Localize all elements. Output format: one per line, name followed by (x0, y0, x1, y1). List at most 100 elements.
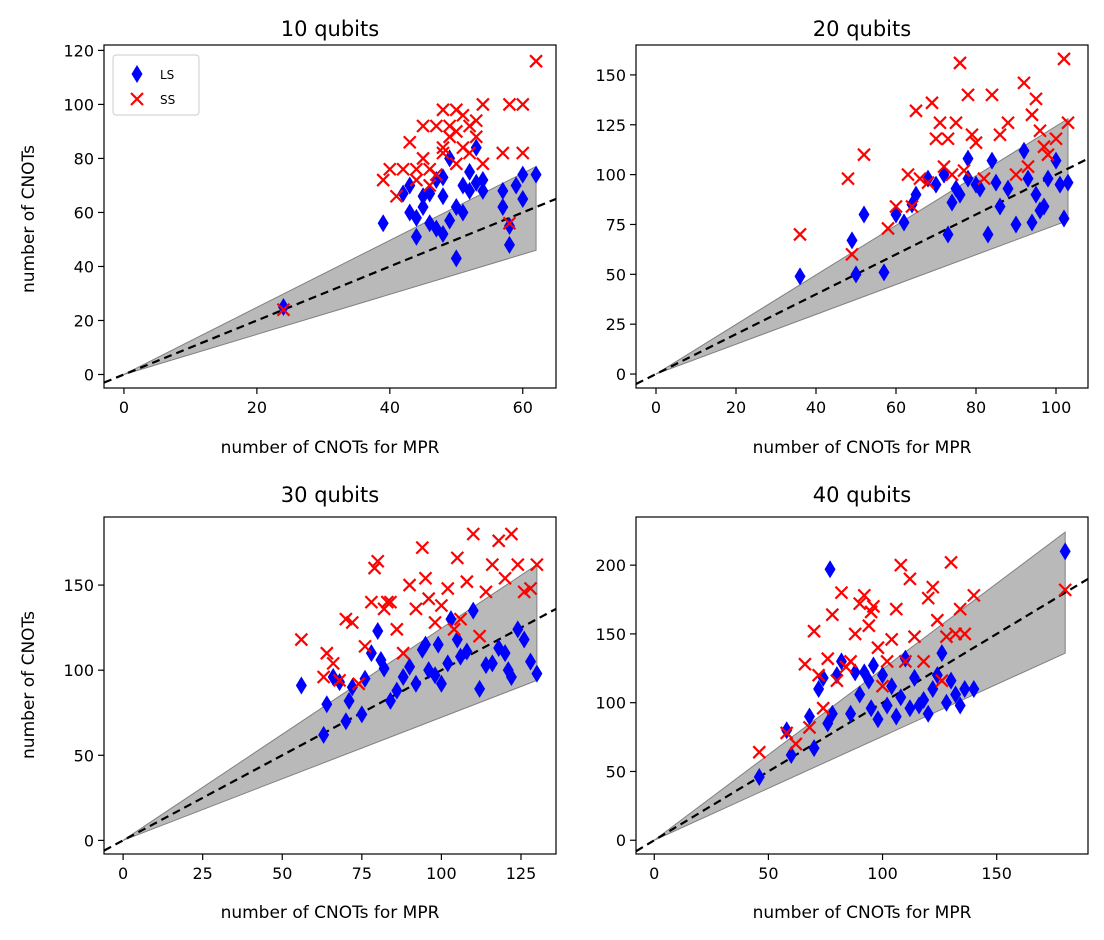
point-ss (1049, 131, 1063, 146)
point-ss-stroke (1009, 167, 1023, 182)
point-ls (499, 644, 511, 663)
point-ls (384, 691, 396, 710)
plot-area (636, 531, 1088, 853)
point-ss (857, 147, 871, 162)
point-ss (276, 302, 291, 317)
x-tick-label: 125 (506, 864, 537, 883)
point-ss-stroke (793, 227, 807, 242)
point-ls (950, 685, 962, 704)
point-ss (380, 595, 395, 609)
point-ss (396, 646, 410, 660)
point-ss-stroke (442, 119, 457, 133)
point-ss-stroke (889, 602, 904, 616)
point-ls (404, 657, 416, 676)
point-ss (848, 627, 862, 641)
legend-ss-cross-stroke (130, 92, 144, 106)
reference-line-y-equals-x (636, 157, 1088, 385)
point-ls (877, 666, 889, 685)
point-ss-stroke (530, 557, 544, 572)
point-ls (432, 635, 444, 654)
point-ss (953, 602, 967, 616)
point-ss (1057, 52, 1071, 66)
point-ss-stroke (376, 173, 390, 187)
reference-line-y-equals-x (636, 577, 1088, 853)
point-ss (929, 131, 943, 146)
point-ss (816, 701, 830, 715)
point-ss (453, 612, 468, 626)
point-ss-stroke (967, 588, 981, 603)
point-ss-stroke (1058, 583, 1072, 597)
point-ss-stroke (881, 221, 895, 236)
point-ls (826, 704, 838, 723)
x-tick-label: 60 (513, 398, 533, 417)
point-ss-stroke (845, 247, 859, 262)
point-ss-stroke (889, 199, 903, 214)
point-ss-stroke (523, 581, 538, 596)
point-ss-stroke (396, 646, 410, 660)
point-ls (437, 187, 449, 206)
point-ss (498, 571, 512, 586)
point-ss (447, 622, 461, 637)
point-ls (477, 181, 489, 200)
point-ss (985, 88, 999, 102)
point-ss-stroke (529, 54, 543, 68)
point-ss-stroke (466, 527, 481, 541)
point-ls (1050, 151, 1062, 170)
point-ss (389, 189, 404, 204)
point-ls (846, 231, 858, 250)
x-tick-label: 0 (119, 398, 129, 417)
point-ss (811, 668, 826, 682)
point-ss (944, 555, 958, 570)
legend-ls-diamond (131, 65, 143, 83)
point-ls (470, 138, 482, 157)
y-tick-label: 120 (63, 41, 94, 60)
point-ss (469, 130, 484, 144)
point-ss (881, 221, 895, 236)
point-ss-stroke (834, 585, 849, 600)
point-ls (858, 205, 870, 224)
point-ls (419, 635, 431, 654)
point-ss-stroke (370, 554, 385, 569)
point-ls (517, 189, 529, 208)
point-ss (416, 151, 430, 166)
point-ss (339, 612, 353, 626)
point-ss-stroke (1037, 139, 1051, 154)
point-ss-stroke (390, 622, 404, 637)
point-ss-stroke (383, 595, 398, 609)
point-ss (965, 127, 979, 142)
y-axis-label: number of CNOTs (19, 145, 39, 293)
y-tick-label: 0 (84, 365, 94, 384)
point-ls (1018, 141, 1030, 160)
point-ss (789, 737, 803, 751)
point-ss-stroke (779, 726, 794, 740)
point-ss-stroke (380, 595, 395, 609)
y-tick-label: 40 (74, 257, 94, 276)
point-ls (945, 671, 957, 690)
point-ss-stroke (884, 632, 899, 647)
point-ss (383, 162, 397, 177)
point-ss (418, 571, 433, 586)
point-ss-stroke (939, 629, 954, 644)
point-ss (807, 624, 821, 638)
point-ss (429, 167, 444, 182)
y-tick-label: 100 (63, 95, 94, 114)
point-ss (866, 599, 881, 614)
point-ss-stroke (830, 673, 844, 688)
point-ss-stroke (429, 167, 444, 182)
y-tick-label: 50 (606, 265, 626, 284)
point-ss-stroke (339, 612, 353, 626)
point-ss-stroke (409, 173, 424, 187)
point-ss (416, 119, 430, 133)
point-ls (927, 679, 939, 698)
point-ss (511, 557, 525, 572)
legend-box (112, 54, 200, 116)
point-ss-stroke (1057, 52, 1071, 66)
point-ss-stroke (852, 596, 867, 611)
point-ss (402, 135, 417, 150)
point-ss-stroke (1041, 147, 1055, 162)
point-ss (469, 113, 484, 128)
point-ss-stroke (476, 157, 490, 171)
plot-frame (635, 516, 1089, 855)
point-ss (436, 146, 450, 160)
point-ss-stroke (802, 720, 817, 735)
